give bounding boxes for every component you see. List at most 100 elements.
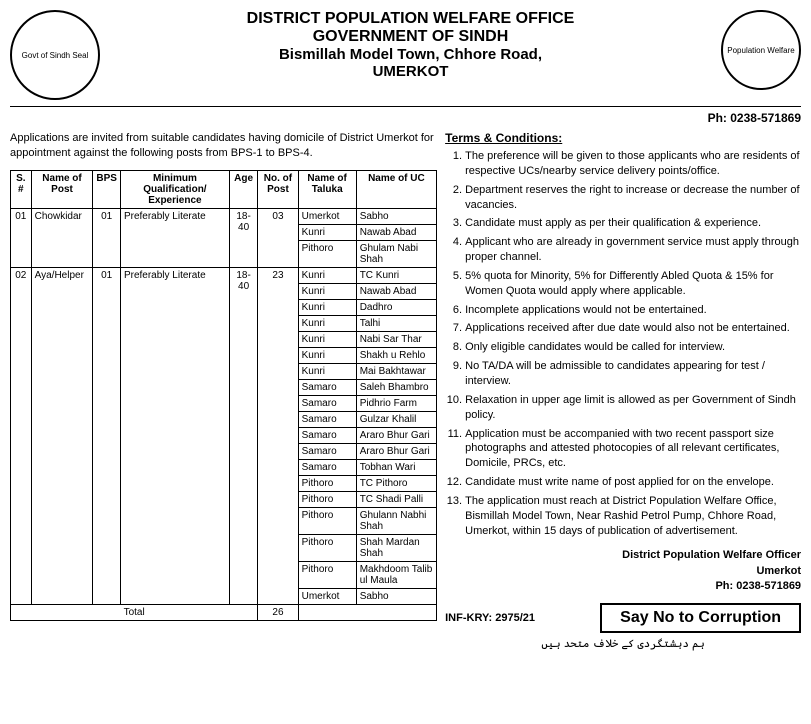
table-cell: Samaro	[298, 459, 356, 475]
table-cell: 01	[93, 267, 121, 604]
table-row: 01Chowkidar01Preferably Literate18-4003U…	[11, 208, 437, 224]
sign-location: Umerkot	[445, 564, 801, 579]
total-empty	[298, 604, 437, 620]
terms-item: Applicant who are already in government …	[465, 235, 801, 265]
table-cell: Araro Bhur Gari	[356, 443, 436, 459]
table-cell: Sabho	[356, 588, 436, 604]
table-cell: Sabho	[356, 208, 436, 224]
table-cell: 18-40	[229, 208, 257, 267]
terms-item: The preference will be given to those ap…	[465, 149, 801, 179]
table-header-cell: Name of UC	[356, 170, 436, 208]
table-cell: 18-40	[229, 267, 257, 604]
table-cell: Shah Mardan Shah	[356, 534, 436, 561]
table-cell: Samaro	[298, 395, 356, 411]
table-cell: Aya/Helper	[31, 267, 93, 604]
terms-list: The preference will be given to those ap…	[445, 149, 801, 538]
welfare-icon: Population Welfare	[721, 10, 801, 90]
city-name: UMERKOT	[110, 63, 711, 80]
table-cell: Nabi Sar Thar	[356, 331, 436, 347]
table-cell: TC Shadi Palli	[356, 491, 436, 507]
table-cell: Kunri	[298, 315, 356, 331]
terms-item: Incomplete applications would not be ent…	[465, 303, 801, 318]
terms-item: Only eligible candidates would be called…	[465, 340, 801, 355]
table-cell: TC Pithoro	[356, 475, 436, 491]
table-cell: 01	[11, 208, 32, 267]
terms-item: No TA/DA will be admissible to candidate…	[465, 359, 801, 389]
terms-item: Relaxation in upper age limit is allowed…	[465, 393, 801, 423]
slogan-box: Say No to Corruption	[600, 603, 801, 633]
terms-item: Department reserves the right to increas…	[465, 183, 801, 213]
table-row: 02Aya/Helper01Preferably Literate18-4023…	[11, 267, 437, 283]
footer-row: INF-KRY: 2975/21 Say No to Corruption	[445, 603, 801, 633]
table-cell: Samaro	[298, 379, 356, 395]
address-line: Bismillah Model Town, Chhore Road,	[110, 46, 711, 63]
table-cell: Mai Bakhtawar	[356, 363, 436, 379]
table-cell: Kunri	[298, 299, 356, 315]
table-cell: Shakh u Rehlo	[356, 347, 436, 363]
table-cell: Ghulann Nabhi Shah	[356, 507, 436, 534]
table-cell: Talhi	[356, 315, 436, 331]
table-cell: Pithoro	[298, 240, 356, 267]
terms-item: 5% quota for Minority, 5% for Differentl…	[465, 269, 801, 299]
table-header-cell: Minimum Qualification/ Experience	[120, 170, 229, 208]
terms-item: Applications received after due date wou…	[465, 321, 801, 336]
table-cell: Nawab Abad	[356, 224, 436, 240]
table-cell: Tobhan Wari	[356, 459, 436, 475]
table-header-cell: Age	[229, 170, 257, 208]
table-cell: Kunri	[298, 267, 356, 283]
org-name: DISTRICT POPULATION WELFARE OFFICE	[110, 10, 711, 28]
terms-item: The application must reach at District P…	[465, 494, 801, 539]
table-cell: Samaro	[298, 411, 356, 427]
header-title-block: DISTRICT POPULATION WELFARE OFFICE GOVER…	[100, 10, 721, 80]
total-value: 26	[258, 604, 298, 620]
table-cell: Nawab Abad	[356, 283, 436, 299]
table-cell: Pithoro	[298, 507, 356, 534]
table-cell: Araro Bhur Gari	[356, 427, 436, 443]
table-cell: Kunri	[298, 347, 356, 363]
header-right: Population Welfare	[721, 10, 801, 90]
posts-table: S. #Name of PostBPSMinimum Qualification…	[10, 170, 437, 621]
inf-number: INF-KRY: 2975/21	[445, 612, 535, 624]
table-body: 01Chowkidar01Preferably Literate18-4003U…	[11, 208, 437, 604]
table-cell: Kunri	[298, 331, 356, 347]
sign-title: District Population Welfare Officer	[445, 548, 801, 563]
govt-seal-icon: Govt of Sindh Seal	[10, 10, 100, 100]
table-cell: Pidhrio Farm	[356, 395, 436, 411]
terms-item: Application must be accompanied with two…	[465, 427, 801, 472]
document-header: Govt of Sindh Seal DISTRICT POPULATION W…	[10, 10, 801, 107]
table-cell: Pithoro	[298, 561, 356, 588]
table-header-cell: Name of Post	[31, 170, 93, 208]
terms-item: Candidate must apply as per their qualif…	[465, 216, 801, 231]
table-cell: Chowkidar	[31, 208, 93, 267]
signature-block: District Population Welfare Officer Umer…	[445, 548, 801, 594]
table-header-cell: BPS	[93, 170, 121, 208]
table-header-cell: No. of Post	[258, 170, 298, 208]
table-cell: Makhdoom Talib ul Maula	[356, 561, 436, 588]
table-header-cell: S. #	[11, 170, 32, 208]
table-cell: Saleh Bhambro	[356, 379, 436, 395]
sign-phone: Ph: 0238-571869	[445, 579, 801, 594]
left-column: Applications are invited from suitable c…	[10, 131, 437, 650]
table-cell: Samaro	[298, 427, 356, 443]
table-cell: Pithoro	[298, 475, 356, 491]
table-cell: Samaro	[298, 443, 356, 459]
table-header-row: S. #Name of PostBPSMinimum Qualification…	[11, 170, 437, 208]
phone-number: Ph: 0238-571869	[10, 111, 801, 125]
table-cell: 01	[93, 208, 121, 267]
table-cell: Preferably Literate	[120, 267, 229, 604]
terms-title: Terms & Conditions:	[445, 131, 801, 145]
table-cell: 23	[258, 267, 298, 604]
right-column: Terms & Conditions: The preference will …	[445, 131, 801, 650]
table-total-row: Total 26	[11, 604, 437, 620]
urdu-tagline: ہم دہشتگردی کے خلاف متحد ہیں	[445, 637, 801, 650]
table-cell: 02	[11, 267, 32, 604]
table-cell: 03	[258, 208, 298, 267]
table-cell: Pithoro	[298, 491, 356, 507]
table-cell: Umerkot	[298, 208, 356, 224]
table-cell: Kunri	[298, 363, 356, 379]
total-label: Total	[11, 604, 258, 620]
table-cell: Gulzar Khalil	[356, 411, 436, 427]
intro-text: Applications are invited from suitable c…	[10, 131, 437, 162]
table-cell: Dadhro	[356, 299, 436, 315]
table-cell: Preferably Literate	[120, 208, 229, 267]
